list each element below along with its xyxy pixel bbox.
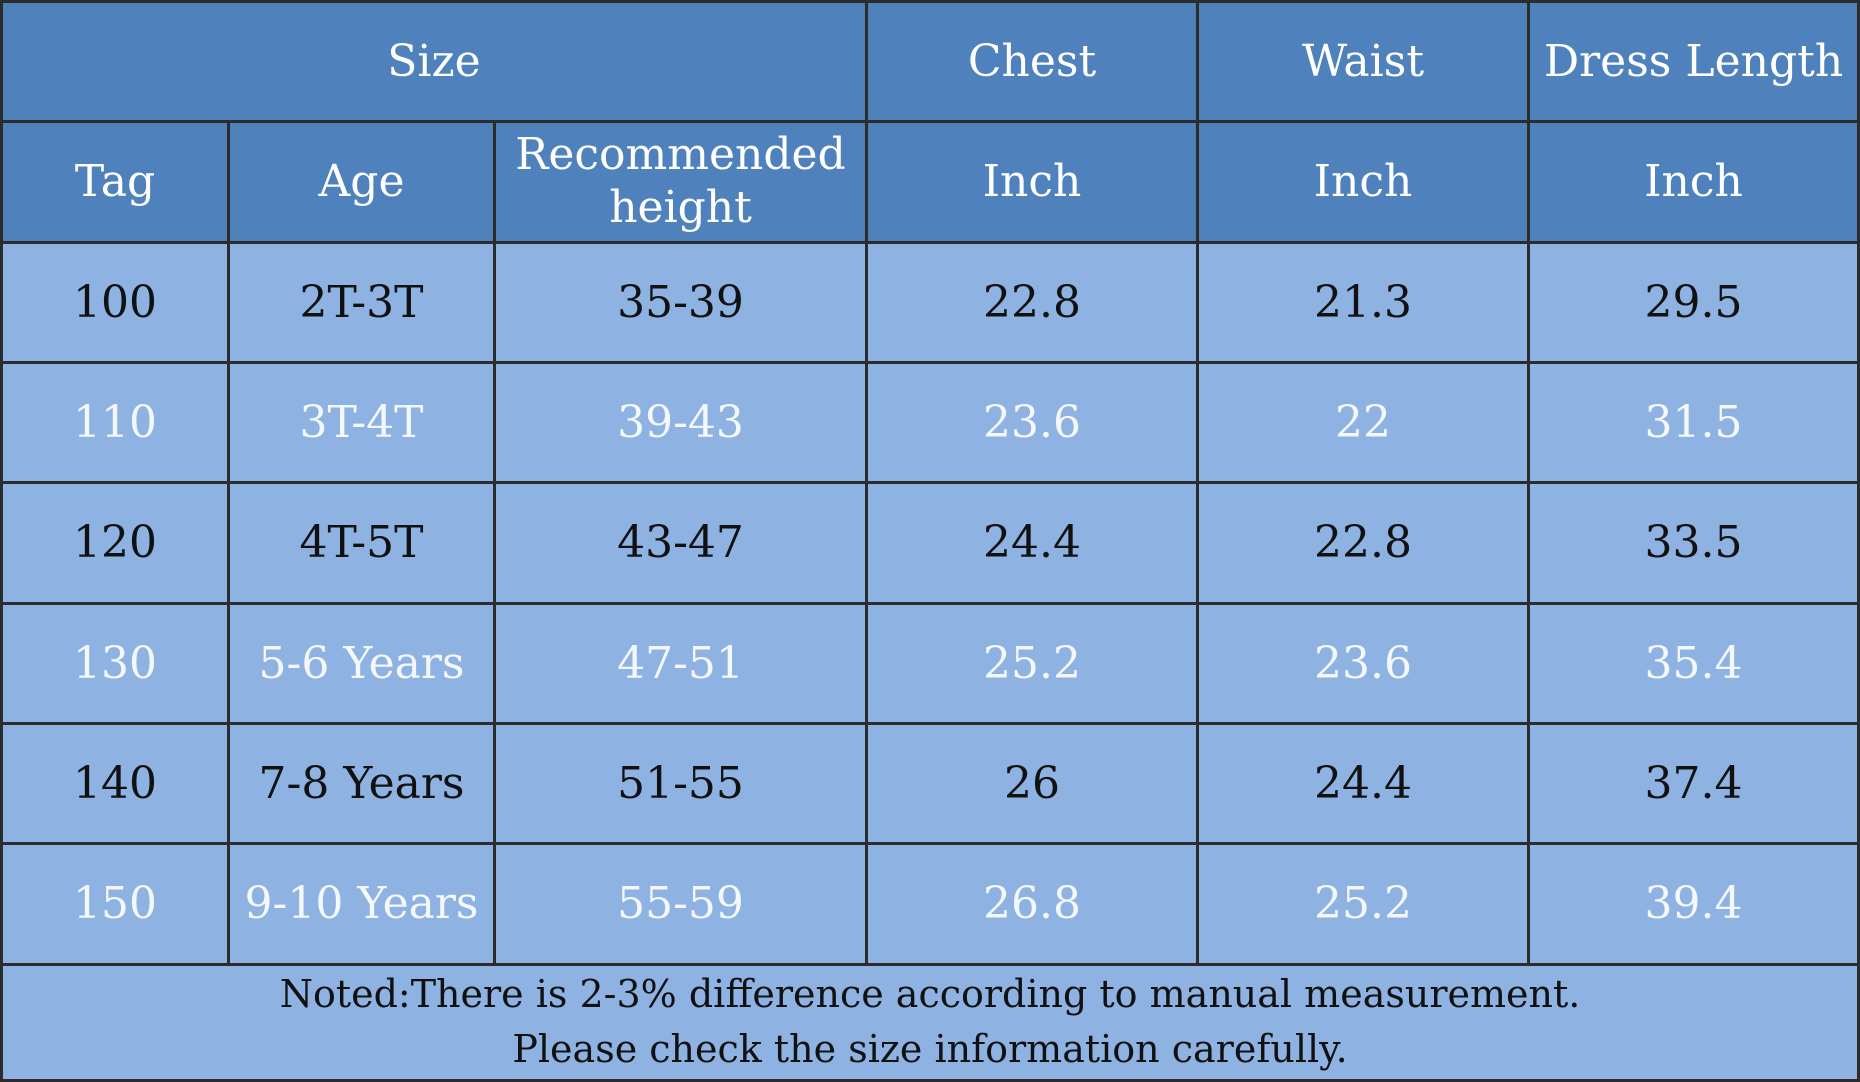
cell-height: 35-39 [496,243,866,361]
cell-length: 37.4 [1530,724,1858,843]
table-row: 130 5-6 Years 47-51 25.2 23.6 35.4 [3,604,1858,722]
cell-chest: 23.6 [868,363,1197,482]
header-dress-length: Dress Length [1530,3,1858,121]
header-recommended-height-line1: Recommended [515,129,846,181]
header-row-2: Tag Age Recommended height Inch Inch Inc… [3,123,1858,241]
cell-chest: 26.8 [868,845,1197,963]
header-row-1: Size Chest Waist Dress Length [3,3,1858,121]
cell-age: 9-10 Years [230,845,493,963]
cell-waist: 25.2 [1199,845,1528,963]
cell-waist: 22 [1199,363,1528,482]
cell-height: 39-43 [496,363,866,482]
cell-chest: 22.8 [868,243,1197,361]
note-line-1: Noted:There is 2-3% difference according… [279,972,1581,1017]
cell-waist: 23.6 [1199,604,1528,722]
cell-tag: 130 [3,604,227,722]
cell-length: 29.5 [1530,243,1858,361]
header-chest-unit: Inch [868,123,1197,241]
table-row: 100 2T-3T 35-39 22.8 21.3 29.5 [3,243,1858,361]
cell-chest: 24.4 [868,484,1197,602]
note-line-2: Please check the size information carefu… [512,1027,1348,1072]
cell-tag: 150 [3,845,227,963]
cell-age: 4T-5T [230,484,493,602]
header-chest: Chest [868,3,1197,121]
cell-length: 31.5 [1530,363,1858,482]
header-waist-unit: Inch [1199,123,1528,241]
header-tag: Tag [3,123,227,241]
cell-waist: 24.4 [1199,724,1528,843]
cell-age: 7-8 Years [230,724,493,843]
cell-height: 43-47 [496,484,866,602]
cell-age: 3T-4T [230,363,493,482]
cell-age: 2T-3T [230,243,493,361]
cell-age: 5-6 Years [230,604,493,722]
cell-height: 47-51 [496,604,866,722]
cell-height: 51-55 [496,724,866,843]
note-row: Noted:There is 2-3% difference according… [3,965,1858,1079]
header-waist: Waist [1199,3,1528,121]
cell-chest: 25.2 [868,604,1197,722]
cell-waist: 21.3 [1199,243,1528,361]
table-row: 140 7-8 Years 51-55 26 24.4 37.4 [3,724,1858,843]
table-row: 110 3T-4T 39-43 23.6 22 31.5 [3,363,1858,482]
header-age: Age [230,123,493,241]
cell-tag: 100 [3,243,227,361]
header-size: Size [3,3,866,121]
cell-chest: 26 [868,724,1197,843]
cell-waist: 22.8 [1199,484,1528,602]
cell-length: 33.5 [1530,484,1858,602]
table-row: 150 9-10 Years 55-59 26.8 25.2 39.4 [3,845,1858,963]
header-recommended-height-line2: height [609,181,752,233]
cell-height: 55-59 [496,845,866,963]
header-dress-length-unit: Inch [1530,123,1858,241]
cell-tag: 140 [3,724,227,843]
cell-tag: 110 [3,363,227,482]
cell-length: 39.4 [1530,845,1858,963]
cell-length: 35.4 [1530,604,1858,722]
cell-tag: 120 [3,484,227,602]
table-row: 120 4T-5T 43-47 24.4 22.8 33.5 [3,484,1858,602]
measurement-note: Noted:There is 2-3% difference according… [3,965,1858,1079]
header-recommended-height: Recommended height [496,123,866,241]
